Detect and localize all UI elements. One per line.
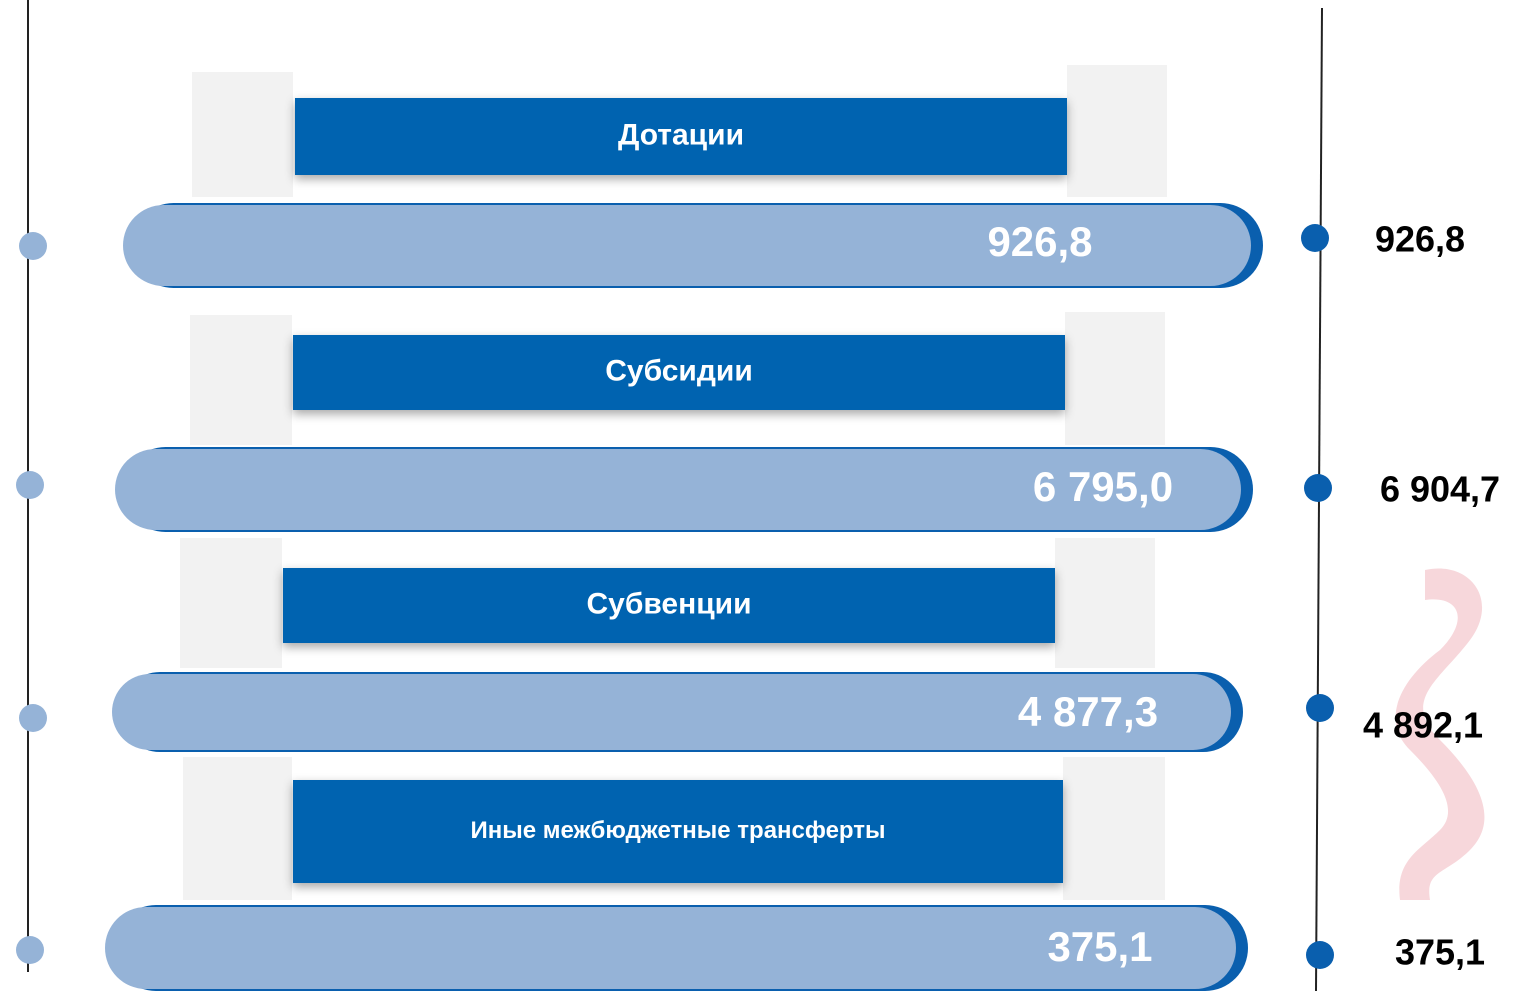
grey-panel: [1055, 538, 1155, 668]
side-value: 4 892,1: [1363, 705, 1483, 746]
item-label: Субсидии: [605, 354, 753, 387]
pill-value: 4 877,3: [1018, 688, 1158, 735]
side-value: 375,1: [1395, 932, 1485, 973]
grey-panel: [1067, 65, 1167, 197]
pill-value: 926,8: [987, 218, 1092, 265]
pill: [105, 907, 1236, 989]
grey-panel: [183, 757, 292, 900]
grey-panel: [192, 72, 293, 197]
right-dot: [1301, 224, 1329, 252]
left-dot: [19, 704, 47, 732]
label-bar: [283, 568, 1055, 643]
pill: [123, 205, 1251, 286]
item-label: Иные межбюджетные трансферты: [470, 817, 885, 844]
pill-value: 375,1: [1047, 923, 1152, 970]
grey-panel: [1065, 312, 1165, 445]
left-dot: [16, 471, 44, 499]
left-dot: [19, 232, 47, 260]
decoration: [1395, 568, 1485, 900]
right-dot: [1306, 941, 1334, 969]
right-dot: [1306, 694, 1334, 722]
label-bar: [295, 98, 1067, 175]
grey-panel: [190, 315, 292, 445]
pill-value: 6 795,0: [1033, 463, 1173, 510]
side-value: 926,8: [1375, 219, 1465, 260]
grey-panel: [180, 538, 282, 668]
item-label: Субвенции: [586, 587, 751, 620]
item-label: Дотации: [618, 118, 744, 151]
pill: [115, 449, 1241, 530]
side-value: 6 904,7: [1380, 469, 1500, 510]
pill: [112, 674, 1231, 750]
grey-panel: [1063, 757, 1165, 900]
right-dot: [1304, 474, 1332, 502]
label-bar: [293, 335, 1065, 410]
label-bar: [293, 780, 1063, 883]
left-dot: [16, 936, 44, 964]
